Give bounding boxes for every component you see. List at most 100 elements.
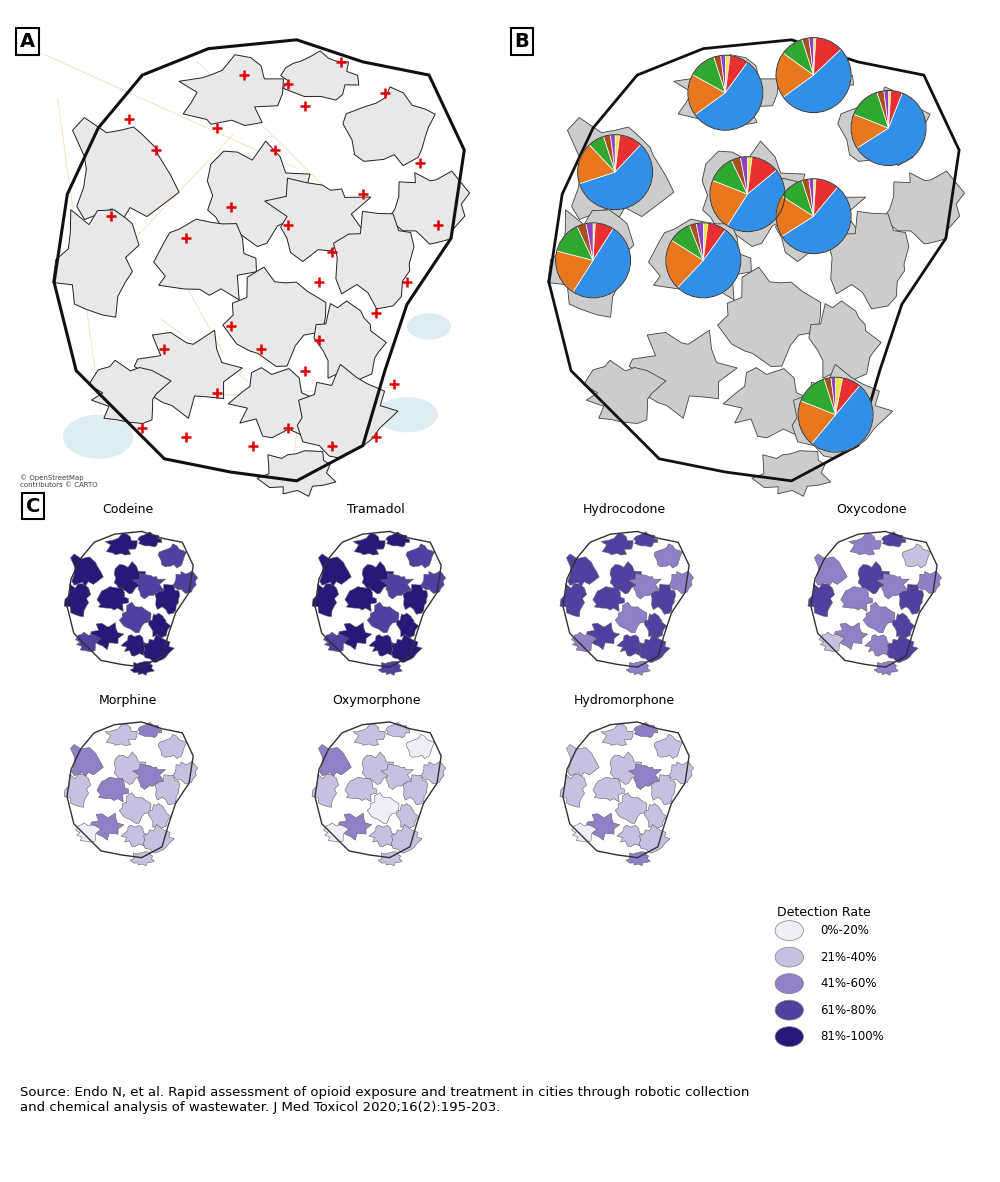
Text: 81%-100%: 81%-100% [820,1031,884,1044]
Wedge shape [696,223,703,260]
Wedge shape [889,91,891,128]
Wedge shape [802,178,814,216]
Title: Oxymorphone: Oxymorphone [332,694,420,707]
Wedge shape [714,56,725,92]
Polygon shape [314,301,386,384]
Polygon shape [105,723,137,746]
Polygon shape [883,171,964,245]
Polygon shape [752,450,831,496]
Polygon shape [138,532,162,547]
Wedge shape [877,91,889,128]
Polygon shape [353,723,385,746]
Wedge shape [593,223,595,260]
Polygon shape [143,824,174,853]
Polygon shape [386,532,410,547]
Wedge shape [851,115,889,148]
Polygon shape [343,87,435,165]
Wedge shape [824,377,836,415]
Polygon shape [339,813,372,840]
Wedge shape [586,223,593,260]
Polygon shape [566,554,599,587]
Polygon shape [312,774,339,807]
Polygon shape [809,301,881,384]
Polygon shape [820,632,845,651]
Wedge shape [814,38,841,76]
Polygon shape [899,584,924,615]
Polygon shape [601,533,633,556]
Wedge shape [782,187,851,254]
Polygon shape [345,586,377,611]
Wedge shape [836,378,860,415]
Polygon shape [386,722,410,738]
Title: Hydrocodone: Hydrocodone [582,504,666,517]
Wedge shape [713,161,747,194]
Polygon shape [651,774,676,805]
Title: Codeine: Codeine [102,504,154,517]
Polygon shape [223,267,326,366]
Polygon shape [91,623,124,650]
Title: Morphine: Morphine [99,694,157,707]
Circle shape [775,1000,803,1020]
Polygon shape [53,209,139,317]
Polygon shape [362,752,394,785]
Wedge shape [783,50,851,112]
Polygon shape [228,368,321,437]
Polygon shape [668,571,694,593]
Wedge shape [783,39,814,76]
Polygon shape [121,635,149,656]
Polygon shape [567,117,674,227]
Polygon shape [388,171,470,245]
Polygon shape [828,212,909,309]
Polygon shape [863,602,895,632]
Circle shape [775,974,803,994]
Polygon shape [838,87,930,165]
Polygon shape [396,804,419,830]
Polygon shape [130,661,154,675]
Polygon shape [143,634,174,662]
Wedge shape [703,223,725,260]
Polygon shape [154,219,256,300]
Polygon shape [155,774,180,805]
Polygon shape [403,584,428,615]
Wedge shape [831,377,836,415]
Polygon shape [339,623,372,650]
Polygon shape [877,573,909,599]
Polygon shape [71,554,103,587]
Title: Hydromorphone: Hydromorphone [573,694,675,707]
Polygon shape [281,51,359,100]
Polygon shape [381,573,414,599]
Polygon shape [718,267,821,366]
Polygon shape [723,368,816,437]
Wedge shape [703,223,708,260]
Polygon shape [367,793,399,824]
Wedge shape [573,228,631,298]
Ellipse shape [376,397,438,433]
Polygon shape [808,584,834,617]
Polygon shape [887,634,918,662]
Circle shape [775,947,803,967]
Wedge shape [579,144,653,209]
Text: Detection Rate: Detection Rate [777,905,871,918]
Polygon shape [105,533,137,556]
Wedge shape [727,170,785,232]
Wedge shape [693,57,725,92]
Wedge shape [836,377,843,415]
Polygon shape [560,774,587,807]
Polygon shape [378,661,402,675]
Polygon shape [617,825,645,846]
Polygon shape [367,602,399,632]
Polygon shape [97,586,129,611]
Polygon shape [381,764,414,790]
Wedge shape [776,196,814,236]
Wedge shape [812,385,873,453]
Polygon shape [610,561,642,595]
Wedge shape [557,227,593,260]
Wedge shape [884,91,889,128]
Polygon shape [629,330,737,418]
Polygon shape [89,361,171,423]
Polygon shape [369,825,397,846]
Ellipse shape [407,313,451,339]
Wedge shape [782,181,814,216]
Polygon shape [158,734,187,759]
Polygon shape [626,661,650,675]
